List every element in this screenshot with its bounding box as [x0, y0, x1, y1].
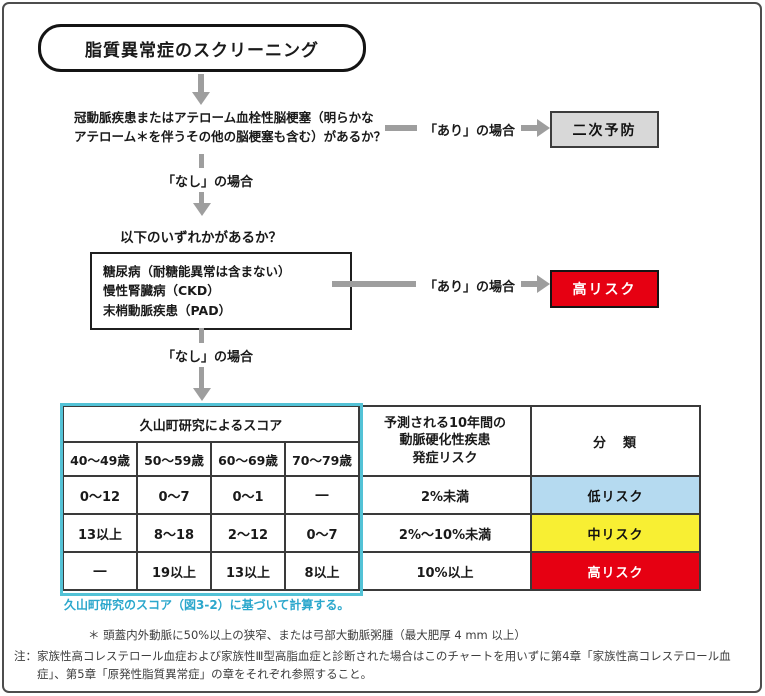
risk-header-line3: 発症リスク [412, 450, 478, 466]
risk-cell: 10%以上 [358, 551, 532, 591]
secondary-prevention-label: 二次予防 [572, 122, 637, 139]
down-connector-seg-1 [199, 154, 204, 168]
right-arrow-shaft-2 [521, 281, 538, 287]
score-section-header: 久山町研究によるスコア [62, 405, 360, 443]
caution-body: 家族性高コレステロール血症および家族性Ⅲ型高脂血症と診断された場合はこのチャート… [37, 649, 731, 681]
category-cell-high: 高リスク [530, 551, 701, 591]
high-risk-label: 高リスク [572, 282, 637, 298]
question-1: 冠動脈疾患またはアテローム血栓性脳梗塞（明らかな アテローム＊を伴うその他の脳梗… [74, 108, 394, 147]
age-header-40s: 40〜49歳 [62, 441, 138, 477]
age-header-50s: 50〜59歳 [136, 441, 212, 477]
category-cell-mid: 中リスク [530, 513, 701, 553]
yes-case-label-1: 「あり」の場合 [424, 124, 516, 139]
score-cell: 8〜18 [136, 513, 212, 553]
age-header-70s: 70〜79歳 [284, 441, 360, 477]
condition-pad: 末梢動脈疾患（PAD） [103, 302, 232, 318]
no-case-label-1: 「なし」の場合 [162, 175, 254, 190]
score-calc-note: 久山町研究のスコア（図3-2）に基づいて計算する。 [64, 598, 350, 612]
down-arrow-head-1 [192, 92, 210, 105]
score-cell: 8以上 [284, 551, 360, 591]
right-connector-dash-1 [385, 125, 417, 131]
asterisk-footnote: ＊ 頭蓋内外動脈に50%以上の狭窄、または弓部大動脈粥腫（最大肥厚 4 mm 以… [88, 628, 526, 642]
chart-title-label: 脂質異常症のスクリーニング [85, 40, 319, 61]
caution-note: 注： 家族性高コレステロール血症および家族性Ⅲ型高脂血症と診断された場合はこのチ… [14, 648, 752, 684]
score-cell: 13以上 [210, 551, 286, 591]
condition-diabetes: 糖尿病（耐糖能異常は含まない） [103, 264, 291, 279]
table-row-mid: 13以上 8〜18 2〜12 0〜7 2%〜10%未満 中リスク [62, 513, 701, 553]
score-cell: 0〜7 [136, 475, 212, 515]
score-cell: 0〜1 [210, 475, 286, 515]
table-row-high: ― 19以上 13以上 8以上 10%以上 高リスク [62, 551, 701, 591]
question-2: 以下のいずれかがあるか？ [120, 230, 282, 246]
score-cell: ― [62, 551, 138, 591]
category-cell-low: 低リスク [530, 475, 701, 515]
condition-ckd: 慢性腎臓病（CKD） [103, 283, 220, 299]
table-row-low: 0〜12 0〜7 0〜1 ― 2%未満 低リスク [62, 475, 701, 515]
score-cell: ― [284, 475, 360, 515]
secondary-prevention-box: 二次予防 [550, 111, 659, 148]
question-1-line1: 冠動脈疾患またはアテローム血栓性脳梗塞（明らかな [74, 110, 374, 125]
down-arrow-head-3 [193, 388, 211, 401]
risk-cell: 2%〜10%未満 [358, 513, 532, 553]
risk-header-line1: 予測される10年間の [383, 415, 507, 431]
right-arrow-head-1 [537, 119, 550, 137]
risk-column-header: 予測される10年間の 動脈硬化性疾患 発症リスク [358, 405, 532, 477]
yes-case-label-2: 「あり」の場合 [424, 280, 516, 295]
no-case-label-2: 「なし」の場合 [162, 350, 254, 365]
risk-cell: 2%未満 [358, 475, 532, 515]
right-connector-dash-2 [332, 281, 416, 287]
down-arrow-shaft-2 [199, 192, 204, 204]
down-connector-seg-2 [199, 328, 204, 343]
down-arrow-shaft-3 [199, 367, 204, 389]
age-header-60s: 60〜69歳 [210, 441, 286, 477]
class-column-header: 分 類 [530, 405, 701, 477]
score-cell: 0〜7 [284, 513, 360, 553]
right-arrow-head-2 [537, 275, 550, 293]
caution-prefix: 注： [14, 649, 37, 663]
score-cell: 13以上 [62, 513, 138, 553]
risk-header-line2: 動脈硬化性疾患 [399, 433, 491, 449]
score-cell: 2〜12 [210, 513, 286, 553]
score-cell: 0〜12 [62, 475, 138, 515]
down-arrow-shaft-1 [198, 74, 204, 92]
high-risk-box: 高リスク [550, 270, 659, 308]
right-arrow-shaft-1 [521, 125, 538, 131]
conditions-box: 糖尿病（耐糖能異常は含まない） 慢性腎臓病（CKD） 末梢動脈疾患（PAD） [90, 252, 352, 331]
down-arrow-head-2 [193, 203, 211, 216]
chart-title: 脂質異常症のスクリーニング [38, 24, 366, 72]
score-cell: 19以上 [136, 551, 212, 591]
question-1-line2: アテローム＊を伴うその他の脳梗塞も含む）があるか？ [74, 129, 387, 145]
risk-score-table: 久山町研究によるスコア 予測される10年間の 動脈硬化性疾患 発症リスク 分 類… [62, 405, 701, 591]
